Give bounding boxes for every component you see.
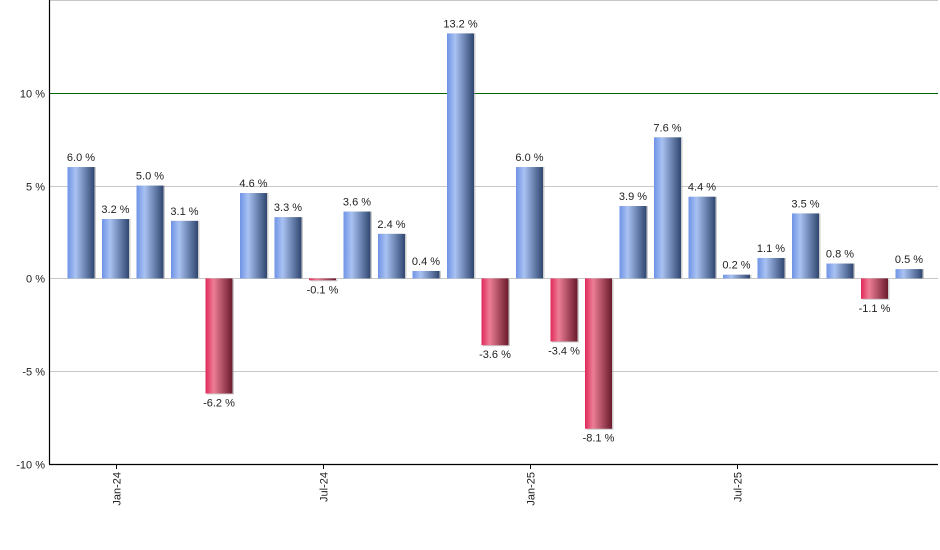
bar: [309, 278, 336, 281]
bar-value-label: -8.1 %: [583, 433, 615, 445]
bar: [205, 278, 233, 394]
y-tick-label: -10 %: [16, 460, 45, 472]
bar: [723, 274, 750, 279]
bar-value-label: 13.2 %: [443, 18, 477, 30]
bar: [67, 167, 95, 279]
y-tick-label: 0 %: [26, 274, 45, 286]
bar: [343, 211, 371, 279]
bar: [102, 219, 129, 279]
bar-value-label: 4.6 %: [239, 178, 267, 190]
bar-value-label: 3.6 %: [343, 197, 371, 209]
x-tick-label: Jan-25: [526, 472, 538, 506]
bar: [516, 167, 543, 279]
bar-value-label: 0.5 %: [895, 254, 923, 266]
y-tick-label: 5 %: [26, 182, 45, 194]
bar: [895, 269, 923, 279]
x-tick-label: Jan-24: [112, 472, 124, 506]
x-tick-label: Jul-24: [319, 472, 331, 502]
bar-value-label: 1.1 %: [757, 243, 785, 255]
bars: [67, 33, 924, 430]
bar: [861, 278, 888, 299]
axes: 10 % 5 % 0 % -5 % -10 % Jan-24 Jul-24 Jan-25 Jul…: [16, 0, 938, 506]
bar: [757, 257, 785, 279]
bar-value-label: 3.1 %: [170, 206, 198, 218]
y-tick-label: 10 %: [20, 89, 45, 101]
bar-value-label: -1.1 %: [859, 303, 891, 315]
bar-value-label: 2.4 %: [377, 219, 405, 231]
bar-value-label: 6.0 %: [515, 152, 543, 164]
bar-value-label: 0.8 %: [826, 249, 854, 261]
bar-value-label: 3.9 %: [619, 191, 647, 203]
bar: [688, 196, 716, 279]
y-tick-label: -5 %: [22, 367, 45, 379]
bar: [240, 193, 267, 279]
bar: [171, 220, 198, 279]
bar: [826, 263, 854, 279]
bar-shadow: [310, 279, 338, 282]
value-labels: 6.0 % 3.2 % 5.0 % 3.1 % -6.2 % 4.6 % 3.3 % -0.1…: [67, 18, 923, 444]
bar-value-label: -0.1 %: [307, 284, 339, 296]
bar: [447, 33, 474, 279]
bar: [378, 233, 405, 279]
bar: [412, 270, 440, 279]
bar: [136, 185, 164, 279]
bar: [792, 213, 819, 279]
bar-value-label: 6.0 %: [67, 152, 95, 164]
bar: [481, 278, 509, 346]
bar-value-label: 0.2 %: [722, 260, 750, 272]
bar-value-label: 0.4 %: [412, 256, 440, 268]
bar-value-label: 3.3 %: [274, 202, 302, 214]
gridlines: [49, 0, 938, 372]
bar: [550, 278, 578, 342]
bar-value-label: 7.6 %: [653, 122, 681, 134]
bar-value-label: 3.2 %: [101, 204, 129, 216]
bar-value-label: 4.4 %: [688, 182, 716, 194]
x-tick-label: Jul-25: [733, 472, 745, 502]
bar: [654, 137, 681, 279]
bar: [274, 217, 302, 279]
bar-value-label: -6.2 %: [203, 397, 235, 409]
bar-value-label: 5.0 %: [136, 171, 164, 183]
bar-value-label: -3.6 %: [479, 349, 511, 361]
bar: [619, 206, 647, 279]
bar: [585, 278, 612, 429]
bar-value-label: -3.4 %: [548, 346, 580, 358]
bar-value-label: 3.5 %: [791, 198, 819, 210]
